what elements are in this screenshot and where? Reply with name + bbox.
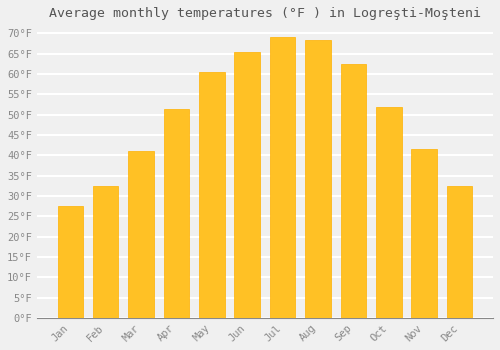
Bar <box>376 106 402 318</box>
Bar <box>164 108 189 318</box>
Title: Average monthly temperatures (°F ) in Logreşti-Moşteni: Average monthly temperatures (°F ) in Lo… <box>49 7 481 20</box>
Bar <box>412 149 437 318</box>
Bar <box>93 186 118 318</box>
Bar <box>234 52 260 318</box>
Bar <box>199 72 224 318</box>
Bar <box>306 40 331 318</box>
Bar <box>58 206 83 318</box>
Bar <box>270 37 295 318</box>
Bar <box>447 186 472 318</box>
Bar <box>128 151 154 318</box>
Bar <box>340 64 366 318</box>
